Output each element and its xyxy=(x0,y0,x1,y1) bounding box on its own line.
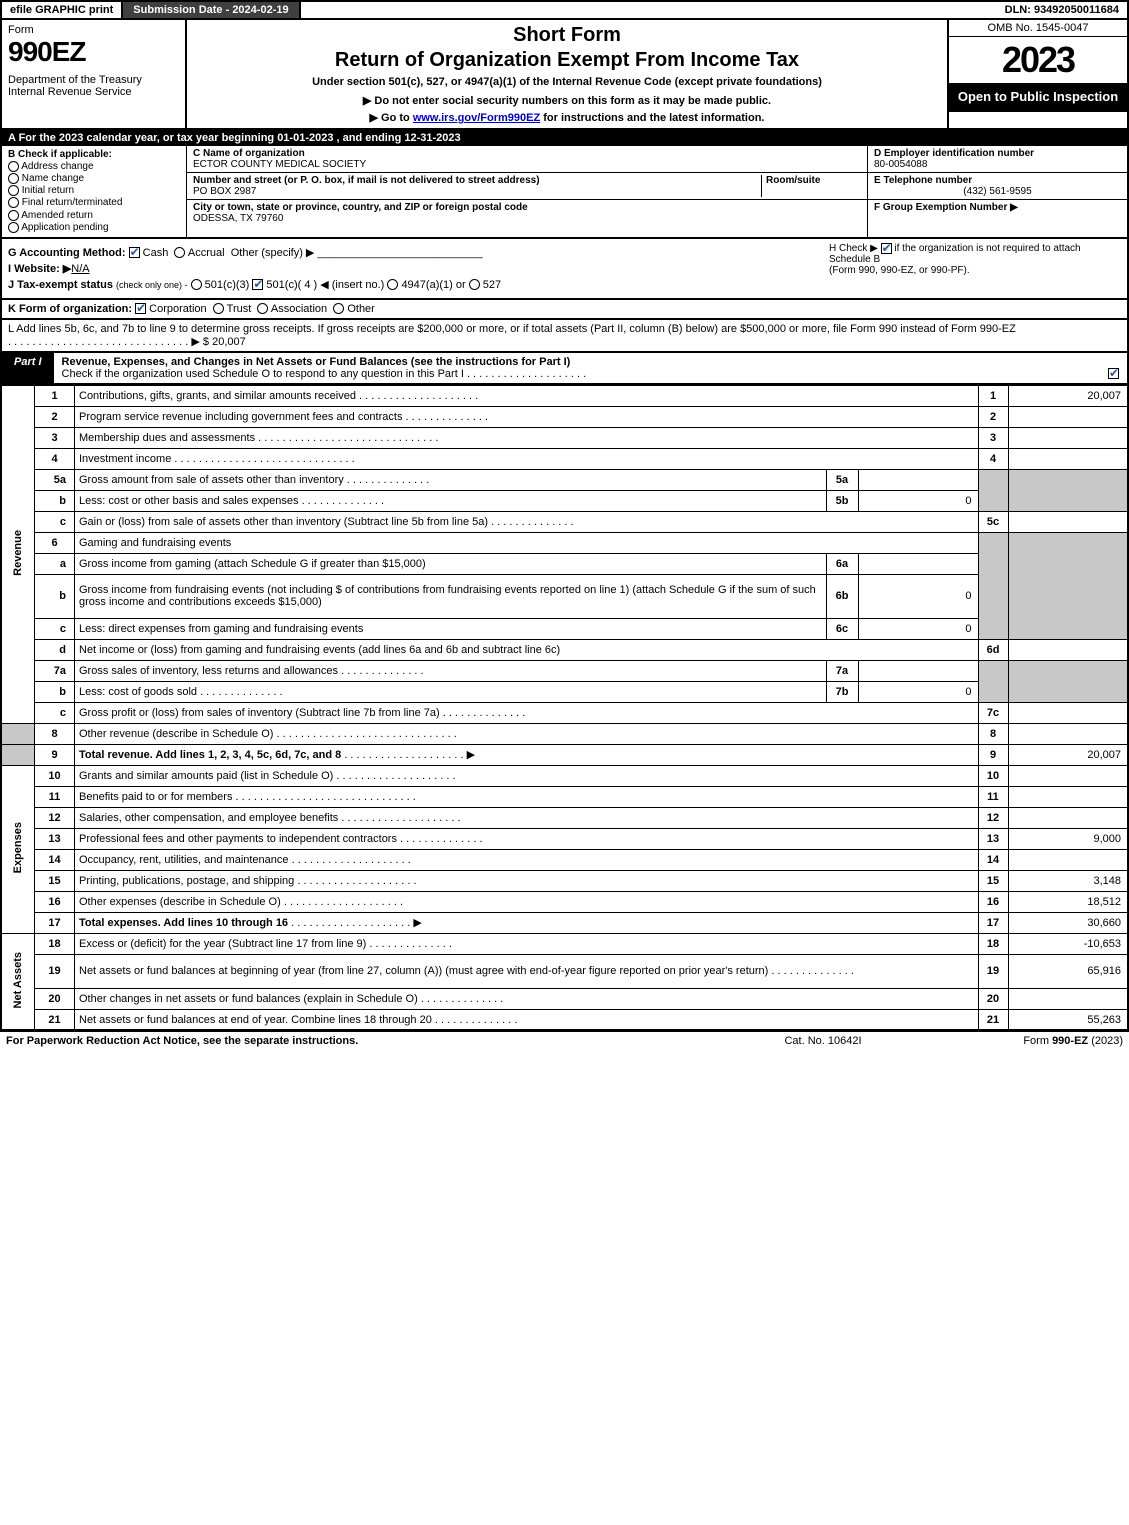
amt-1: 20,007 xyxy=(1008,385,1128,406)
line-h: H Check ▶ if the organization is not req… xyxy=(821,243,1121,294)
irs-link[interactable]: www.irs.gov/Form990EZ xyxy=(413,112,540,124)
phone: (432) 561-9595 xyxy=(874,186,1121,197)
ssn-note: ▶ Do not enter social security numbers o… xyxy=(195,94,939,107)
line-g: G Accounting Method: Cash Accrual Other … xyxy=(8,246,821,259)
footer-right: Form 990-EZ (2023) xyxy=(923,1035,1123,1047)
chk-4947[interactable] xyxy=(387,279,398,290)
chk-accrual[interactable] xyxy=(174,247,185,258)
short-form-title: Short Form xyxy=(195,24,939,47)
amt-15: 3,148 xyxy=(1008,870,1128,891)
f-label: F Group Exemption Number ▶ xyxy=(874,202,1018,213)
amt-19: 65,916 xyxy=(1008,954,1128,988)
street: PO BOX 2987 xyxy=(193,186,761,197)
tax-year: 2023 xyxy=(949,37,1127,83)
ghij-left: G Accounting Method: Cash Accrual Other … xyxy=(8,243,821,294)
chk-trust[interactable] xyxy=(213,303,224,314)
chk-501c3[interactable] xyxy=(191,279,202,290)
return-title: Return of Organization Exempt From Incom… xyxy=(195,49,939,72)
chk-address[interactable]: Address change xyxy=(8,161,180,172)
dln: DLN: 93492050011684 xyxy=(997,2,1127,18)
submission-date: Submission Date - 2024-02-19 xyxy=(121,2,300,18)
e-label: E Telephone number xyxy=(874,175,972,186)
section-a: A For the 2023 calendar year, or tax yea… xyxy=(0,130,1129,146)
chk-amended[interactable]: Amended return xyxy=(8,210,180,221)
department: Department of the Treasury Internal Reve… xyxy=(8,74,179,98)
org-name: ECTOR COUNTY MEDICAL SOCIETY xyxy=(193,159,861,170)
line-l: L Add lines 5b, 6c, and 7b to line 9 to … xyxy=(0,320,1129,353)
part-i-table: Revenue 1Contributions, gifts, grants, a… xyxy=(0,385,1129,1032)
goto-pre: ▶ Go to xyxy=(370,112,413,124)
section-f: F Group Exemption Number ▶ xyxy=(868,200,1127,237)
chk-final[interactable]: Final return/terminated xyxy=(8,197,180,208)
revenue-label: Revenue xyxy=(1,385,35,723)
chk-cash[interactable] xyxy=(129,247,140,258)
c-street-label: Number and street (or P. O. box, if mail… xyxy=(193,175,540,186)
c-city-label: City or town, state or province, country… xyxy=(193,202,861,213)
header-mid: Short Form Return of Organization Exempt… xyxy=(187,20,947,128)
ein: 80-0054088 xyxy=(874,159,927,170)
top-bar: efile GRAPHIC print Submission Date - 20… xyxy=(0,0,1129,20)
city: ODESSA, TX 79760 xyxy=(193,213,861,224)
amt-13: 9,000 xyxy=(1008,828,1128,849)
section-d: D Employer identification number 80-0054… xyxy=(868,146,1127,173)
chk-schedule-o[interactable] xyxy=(1108,368,1119,379)
part-i-tab: Part I xyxy=(2,353,54,383)
part-i-title: Revenue, Expenses, and Changes in Net As… xyxy=(54,353,1127,383)
line-j: J Tax-exempt status (check only one) - 5… xyxy=(8,278,821,291)
info-row: B Check if applicable: Address change Na… xyxy=(0,146,1129,239)
amt-18: -10,653 xyxy=(1008,933,1128,954)
footer-left: For Paperwork Reduction Act Notice, see … xyxy=(6,1035,723,1047)
form-number: 990EZ xyxy=(8,36,179,68)
room-label: Room/suite xyxy=(766,175,820,186)
c-name-label: C Name of organization xyxy=(193,148,861,159)
part-i-header: Part I Revenue, Expenses, and Changes in… xyxy=(0,353,1129,385)
chk-name[interactable]: Name change xyxy=(8,173,180,184)
chk-scheduleb[interactable] xyxy=(881,243,892,254)
netassets-label: Net Assets xyxy=(1,933,35,1030)
amt-21: 55,263 xyxy=(1008,1009,1128,1030)
footer: For Paperwork Reduction Act Notice, see … xyxy=(0,1031,1129,1050)
chk-initial[interactable]: Initial return xyxy=(8,185,180,196)
d-label: D Employer identification number xyxy=(874,148,1034,159)
omb-number: OMB No. 1545-0047 xyxy=(949,20,1127,37)
line-k: K Form of organization: Corporation Trus… xyxy=(0,300,1129,320)
open-inspection: Open to Public Inspection xyxy=(949,83,1127,112)
efile-label[interactable]: efile GRAPHIC print xyxy=(2,2,121,18)
chk-other-org[interactable] xyxy=(333,303,344,314)
row-ghij: G Accounting Method: Cash Accrual Other … xyxy=(0,239,1129,300)
goto-post: for instructions and the latest informat… xyxy=(540,112,764,124)
amt-17: 30,660 xyxy=(1008,912,1128,933)
website: N/A xyxy=(71,263,89,275)
section-de: D Employer identification number 80-0054… xyxy=(867,146,1127,237)
chk-527[interactable] xyxy=(469,279,480,290)
l-amount: ▶ $ 20,007 xyxy=(191,336,245,348)
header-left: Form 990EZ Department of the Treasury In… xyxy=(2,20,187,128)
section-b: B Check if applicable: Address change Na… xyxy=(2,146,187,237)
chk-corp[interactable] xyxy=(135,303,146,314)
section-e: E Telephone number (432) 561-9595 xyxy=(868,173,1127,200)
form-word: Form xyxy=(8,24,179,36)
under-section: Under section 501(c), 527, or 4947(a)(1)… xyxy=(195,76,939,88)
line-i: I Website: ▶N/A xyxy=(8,262,821,275)
section-c: C Name of organization ECTOR COUNTY MEDI… xyxy=(187,146,867,237)
chk-501c[interactable] xyxy=(252,279,263,290)
footer-cat: Cat. No. 10642I xyxy=(723,1035,923,1047)
expenses-label: Expenses xyxy=(1,765,35,933)
b-header: B Check if applicable: xyxy=(8,149,180,160)
amt-9: 20,007 xyxy=(1008,744,1128,765)
header-right: OMB No. 1545-0047 2023 Open to Public In… xyxy=(947,20,1127,128)
amt-16: 18,512 xyxy=(1008,891,1128,912)
chk-pending[interactable]: Application pending xyxy=(8,222,180,233)
form-header: Form 990EZ Department of the Treasury In… xyxy=(0,20,1129,130)
chk-assoc[interactable] xyxy=(257,303,268,314)
goto-note: ▶ Go to www.irs.gov/Form990EZ for instru… xyxy=(195,111,939,124)
